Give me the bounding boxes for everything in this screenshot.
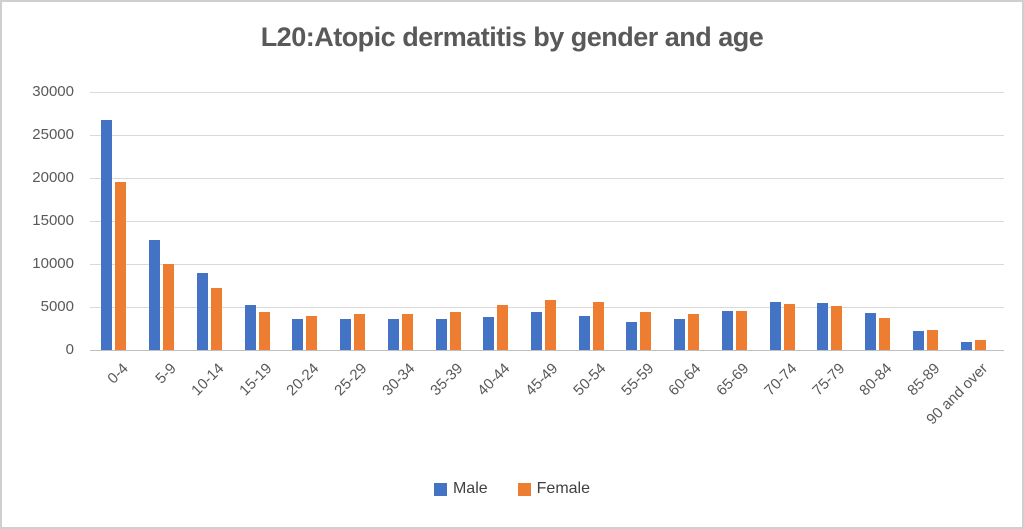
y-tick-label: 20000 [32,169,74,186]
bar-female-40-44 [497,305,509,350]
y-tick-label: 0 [65,341,74,358]
x-axis-label: 45-49 [522,360,562,400]
male-series-swatch-icon [433,482,447,496]
y-tick-label: 25000 [32,126,74,143]
bar-female-25-29 [354,314,366,350]
bar-male-80-84 [865,313,877,350]
x-axis-label: 80-84 [856,360,896,400]
bar-female-20-24 [306,316,318,350]
gridline [90,220,1004,222]
bar-female-85-89 [926,330,938,350]
x-axis-label: 30-34 [379,360,419,400]
bar-female-5-9 [163,264,175,350]
gridline [90,263,1004,265]
bar-male-35-39 [435,318,447,350]
bar-male-5-9 [149,239,161,350]
bar-female-50-54 [592,302,604,350]
x-axis-label: 75-79 [808,360,848,400]
y-tick-label: 30000 [32,83,74,100]
x-axis-label: 15-19 [235,360,276,400]
bar-female-0-4 [115,182,127,350]
bar-female-55-59 [640,312,652,350]
x-axis-label: 0-4 [104,360,132,388]
x-axis-label: 55-59 [617,360,657,400]
x-axis-label: 40-44 [474,360,514,400]
y-tick-label: 10000 [32,255,74,272]
bar-male-50-54 [578,316,590,350]
bar-male-30-34 [387,319,399,350]
gridline [90,91,1004,93]
legend-item-female: Female [517,480,591,498]
x-axis-label: 5-9 [152,360,180,388]
bar-female-65-69 [735,311,747,350]
x-axis-line [90,349,1004,351]
bar-male-55-59 [626,321,638,350]
x-axis-label: 50-54 [570,360,610,400]
bar-female-15-19 [258,312,270,350]
x-axis-label: 10-14 [188,360,228,400]
x-axis-label: 70-74 [761,360,801,400]
bar-male-65-69 [721,311,733,350]
bar-male-15-19 [244,304,256,350]
legend: Male Female [2,478,1022,500]
x-axis-label: 65-69 [713,360,753,400]
bar-female-30-34 [401,314,413,350]
bar-female-70-74 [783,303,795,350]
x-axis-label: 85-89 [904,360,944,400]
bar-female-10-14 [210,288,222,350]
bar-male-60-64 [674,319,686,350]
bar-male-90-and-over [960,341,972,350]
bar-female-90-and-over [974,340,986,350]
bar-male-0-4 [101,119,113,350]
legend-label-male: Male [452,480,488,497]
bar-male-45-49 [531,311,542,350]
bar-male-20-24 [292,318,304,350]
x-axis-label: 35-39 [426,360,467,400]
x-axis-label: 60-64 [665,360,705,400]
female-series-swatch-icon [517,482,531,496]
x-axis-label: 25-29 [331,360,371,400]
bar-female-35-39 [449,311,461,350]
bar-female-45-49 [545,300,556,350]
bar-male-70-74 [769,301,781,350]
bar-female-60-64 [688,313,700,350]
bar-female-80-84 [879,318,891,350]
y-tick-label: 5000 [40,298,74,315]
x-axis-label: 20-24 [283,360,323,400]
bar-male-75-79 [817,303,829,350]
legend-label-female: Female [536,480,591,497]
gridline [90,177,1004,179]
bar-male-10-14 [196,273,208,350]
legend-item-male: Male [433,480,488,498]
chart-title: L20:Atopic dermatitis by gender and age [260,22,764,52]
gridline [90,134,1004,136]
y-tick-label: 15000 [32,212,74,229]
bar-female-75-79 [831,305,843,350]
bar-male-40-44 [483,317,495,350]
bar-male-25-29 [340,319,352,350]
bar-male-85-89 [912,330,924,350]
